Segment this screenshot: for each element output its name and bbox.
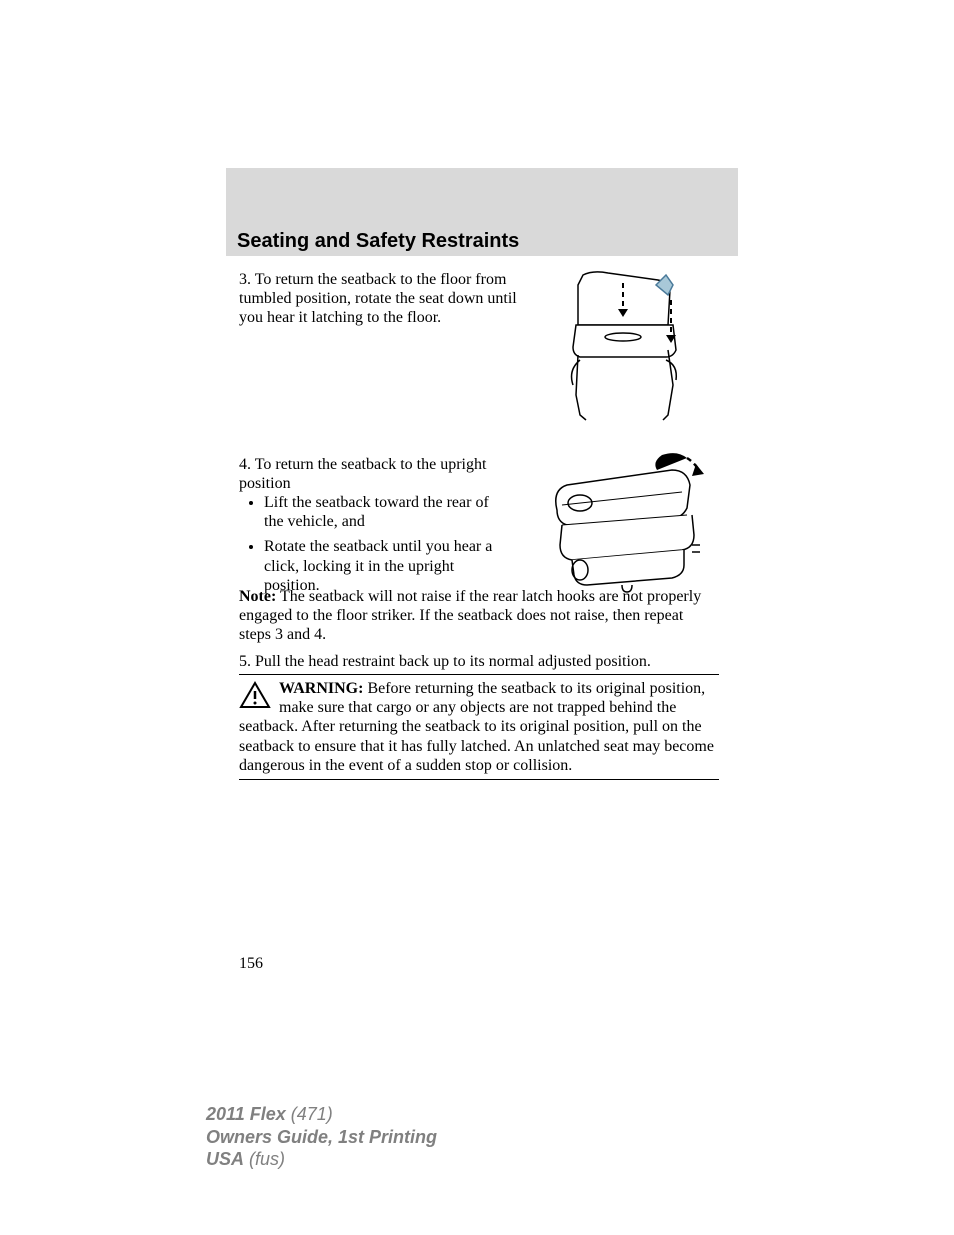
step-4-bullets: Lift the seatback toward the rear of the… [249,493,509,601]
step-5-text: 5. Pull the head restraint back up to it… [239,652,719,671]
footer-code: (471) [291,1104,333,1124]
note-body: The seatback will not raise if the rear … [239,588,701,643]
footer-country-code: (fus) [249,1149,285,1169]
seat-diagram-tumbled [538,265,718,425]
document-footer: 2011 Flex (471) Owners Guide, 1st Printi… [206,1103,437,1171]
footer-country: USA [206,1149,244,1169]
warning-box: WARNING: Before returning the seatback t… [239,674,719,780]
step-4-text: 4. To return the seatback to the upright… [239,455,529,493]
note-label: Note: [239,588,276,605]
footer-guide: Owners Guide, 1st Printing [206,1126,437,1149]
warning-icon [239,681,271,714]
step-3-text: 3. To return the seatback to the floor f… [239,270,529,328]
bullet-item: Lift the seatback toward the rear of the… [264,493,509,531]
seat-diagram-upright [532,450,722,600]
page-number: 156 [239,955,263,973]
warning-label: WARNING: [279,680,363,697]
section-title: Seating and Safety Restraints [237,230,519,253]
footer-model: 2011 Flex [206,1104,286,1124]
note-text: Note: The seatback will not raise if the… [239,587,719,645]
